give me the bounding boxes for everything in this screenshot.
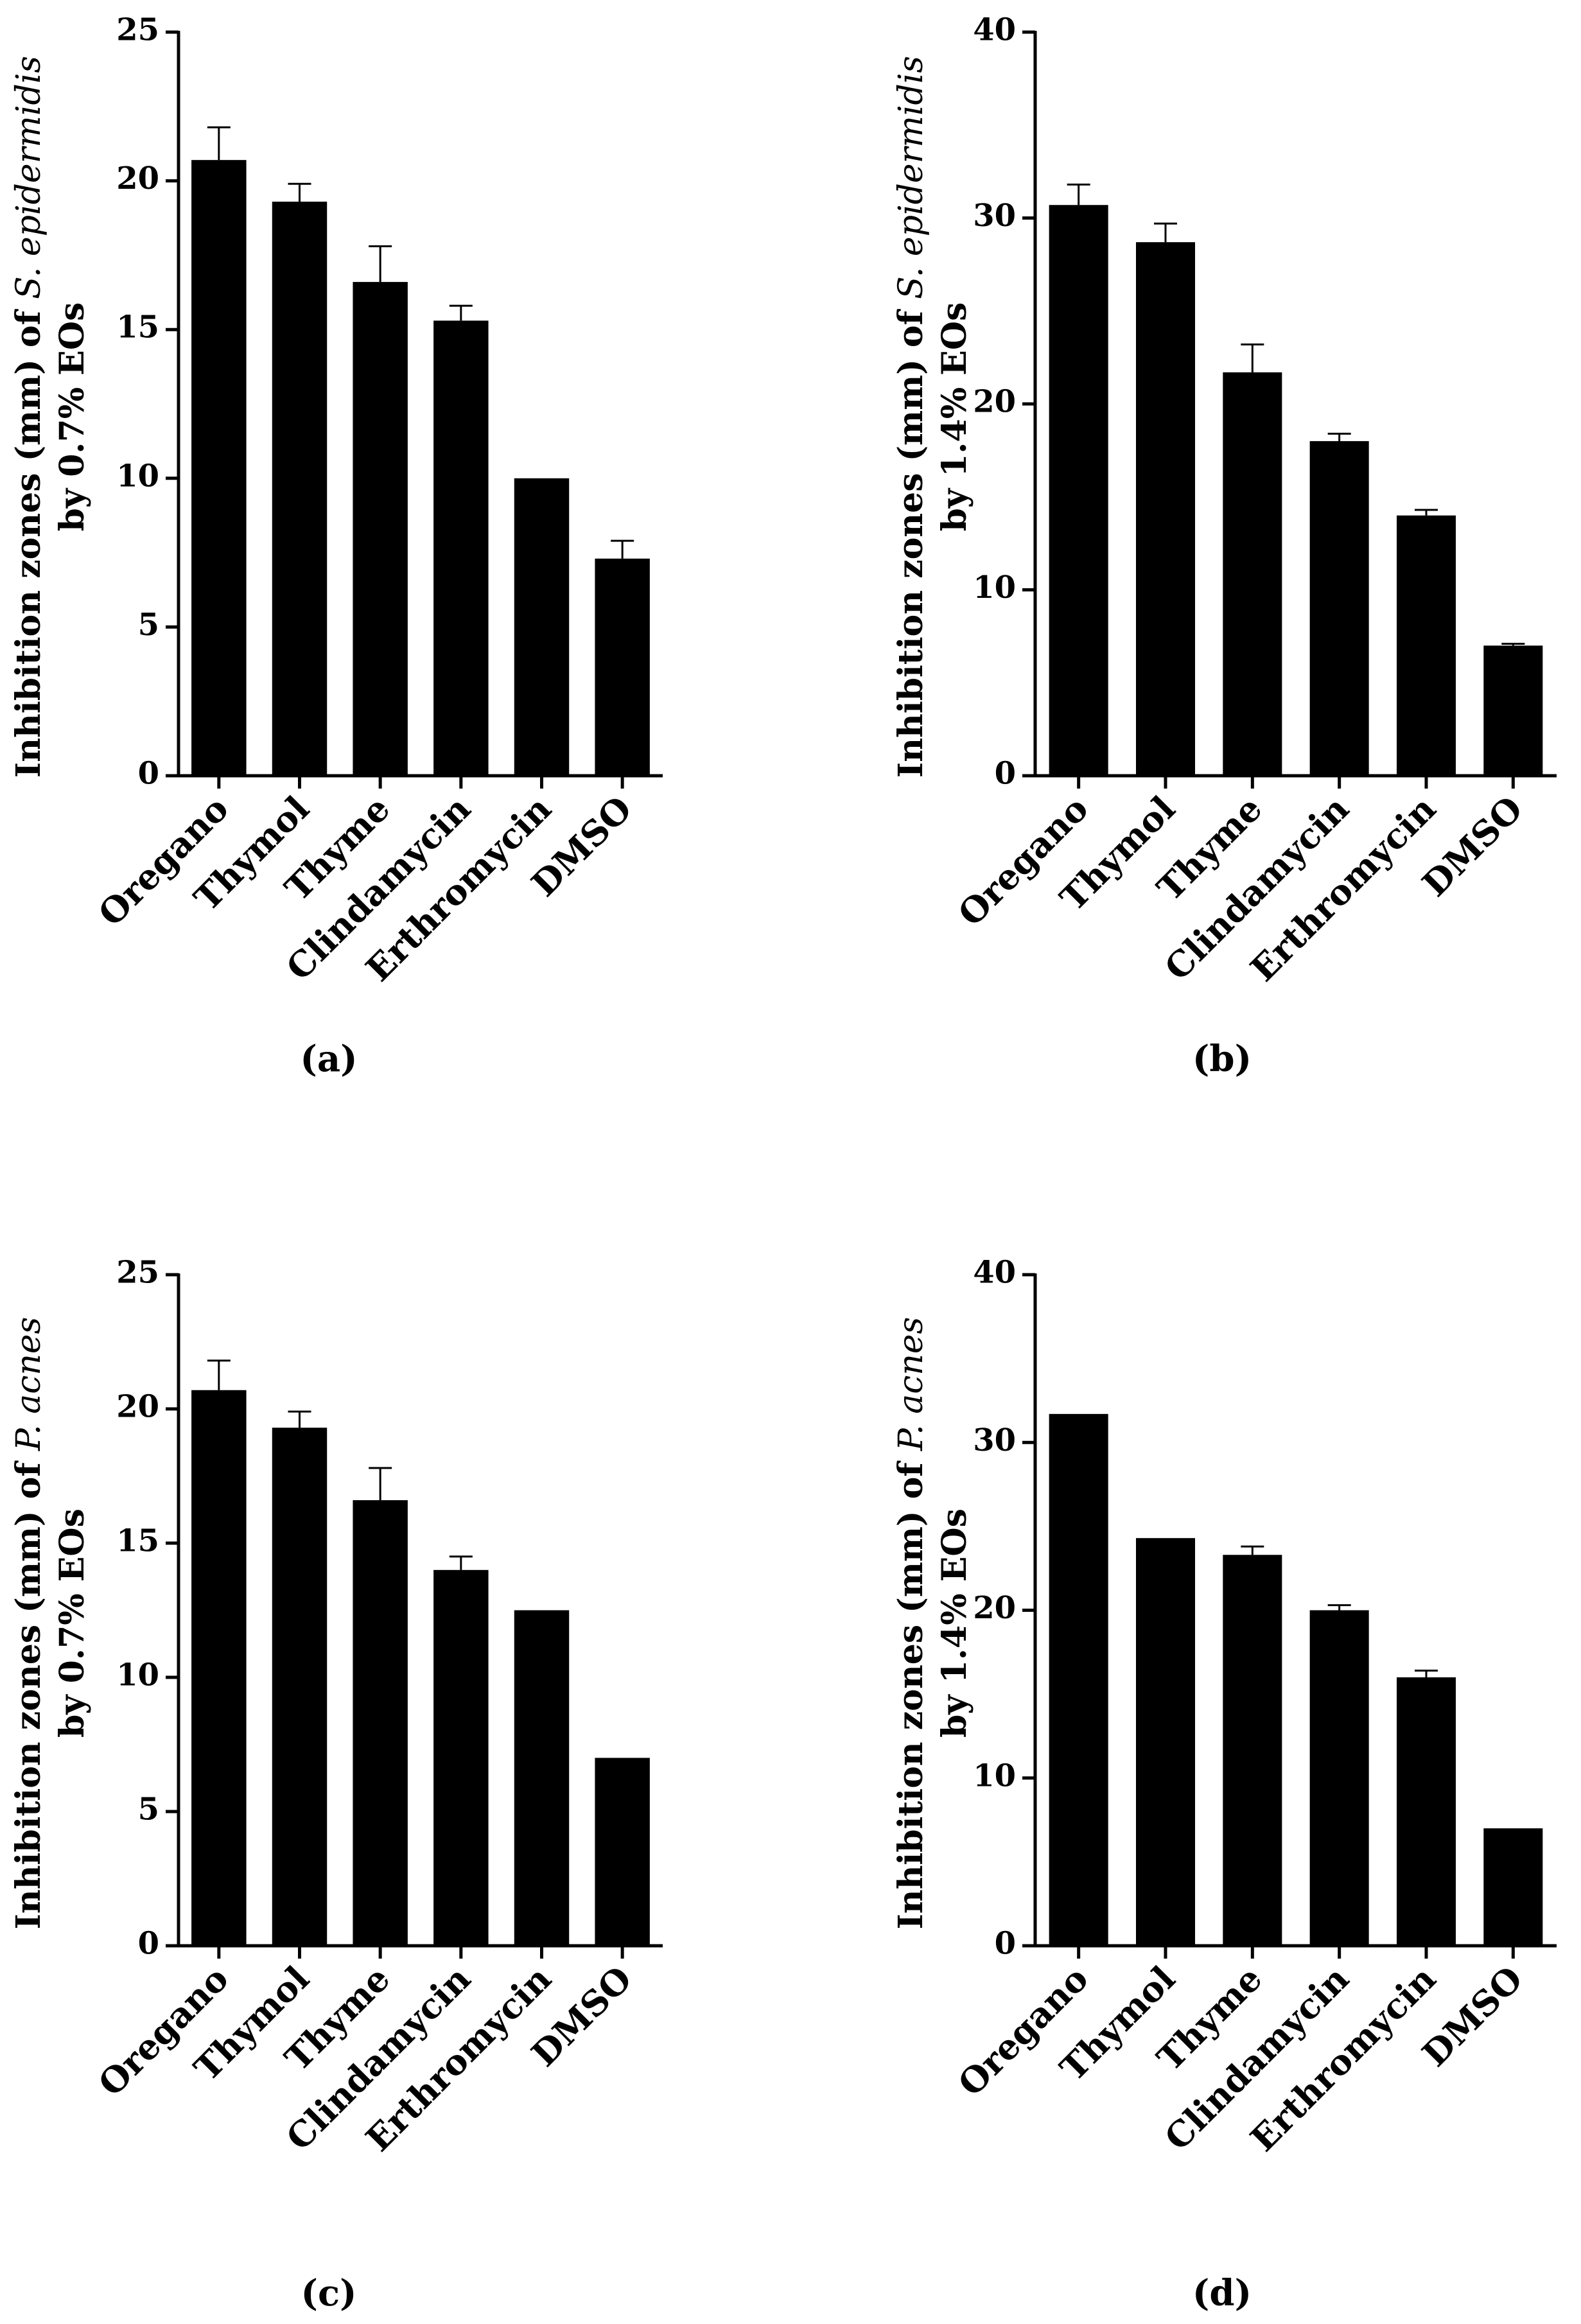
bar [514,478,570,776]
bar [272,202,328,776]
y-tick-label: 5 [138,607,159,643]
y-tick-label: 15 [116,1523,159,1559]
y-tick-label: 40 [973,1255,1016,1291]
y-tick-label: 5 [138,1792,159,1828]
chart-panel: 010203040OreganoThymolThymeClindamycinEr… [891,1255,1557,2314]
y-axis-label-organism: P. acnes [10,1317,48,1452]
bar [191,1390,247,1946]
bar [1309,1610,1369,1946]
bar [1309,441,1369,776]
y-axis-label-line1: Inhibition zones (mm) of S. epidermidis [891,56,930,778]
chart-panel: 0510152025OreganoThymolThymeClindamycinE… [9,1255,663,2314]
bar [1135,1538,1196,1946]
y-tick-label: 20 [973,384,1016,420]
y-tick-label: 0 [138,756,159,792]
y-axis-label-text: Inhibition zones (mm) of [9,1451,48,1929]
y-tick-label: 15 [116,310,159,345]
bar [1483,645,1543,776]
bar [1223,372,1282,776]
y-axis-label-organism: S. epidermidis [892,56,930,299]
y-axis-label-text: Inhibition zones (mm) of [9,299,48,778]
bar [1396,515,1456,776]
y-tick-label: 10 [116,458,159,494]
y-tick-label: 25 [116,1255,159,1291]
y-tick-label: 40 [973,12,1016,48]
panel-label: (a) [300,1038,357,1080]
bar [1396,1677,1456,1946]
y-axis-label-organism: S. epidermidis [10,56,48,299]
y-tick-label: 10 [116,1657,159,1693]
bar [1223,1555,1282,1946]
y-tick-label: 20 [116,161,159,197]
y-tick-label: 10 [973,570,1016,606]
y-tick-label: 20 [973,1590,1016,1626]
y-axis-label-line2: by 1.4% EOs [935,302,974,532]
bar [272,1428,328,1946]
bar [433,1569,489,1946]
y-axis-label-line1: Inhibition zones (mm) of P. acnes [891,1317,930,1930]
y-axis-label-text: Inhibition zones (mm) of [891,299,930,778]
bar [353,282,408,776]
chart-panel: 010203040OreganoThymolThymeClindamycinEr… [891,12,1557,1080]
y-tick-label: 10 [973,1758,1016,1794]
y-axis-label-organism: P. acnes [892,1317,930,1452]
bar [191,160,247,776]
y-tick-label: 0 [138,1926,159,1962]
y-axis-label-line2: by 1.4% EOs [935,1508,974,1738]
bar [1135,242,1196,776]
y-axis-label-text: Inhibition zones (mm) of [891,1451,930,1929]
y-tick-label: 20 [116,1389,159,1425]
y-tick-label: 25 [116,12,159,48]
y-axis-label-line1: Inhibition zones (mm) of P. acnes [9,1317,48,1930]
panel-label: (c) [301,2272,356,2314]
y-tick-label: 30 [973,198,1016,234]
panel-label: (d) [1192,2272,1252,2314]
y-tick-label: 0 [995,756,1016,792]
chart-panel: 0510152025OreganoThymolThymeClindamycinE… [9,12,663,1080]
bar [595,558,650,776]
panel-label: (b) [1192,1038,1252,1080]
y-axis-label-line2: by 0.7% EOs [53,1508,92,1738]
bar [595,1758,650,1946]
bar [1049,1413,1108,1946]
y-axis-label-line1: Inhibition zones (mm) of S. epidermidis [9,56,48,778]
bar [433,320,489,776]
bar [514,1610,570,1946]
y-tick-label: 30 [973,1422,1016,1458]
y-axis-label-line2: by 0.7% EOs [53,302,92,532]
bar [1049,205,1108,776]
bar [1483,1828,1543,1946]
y-tick-label: 0 [995,1926,1016,1962]
bar [353,1500,408,1946]
